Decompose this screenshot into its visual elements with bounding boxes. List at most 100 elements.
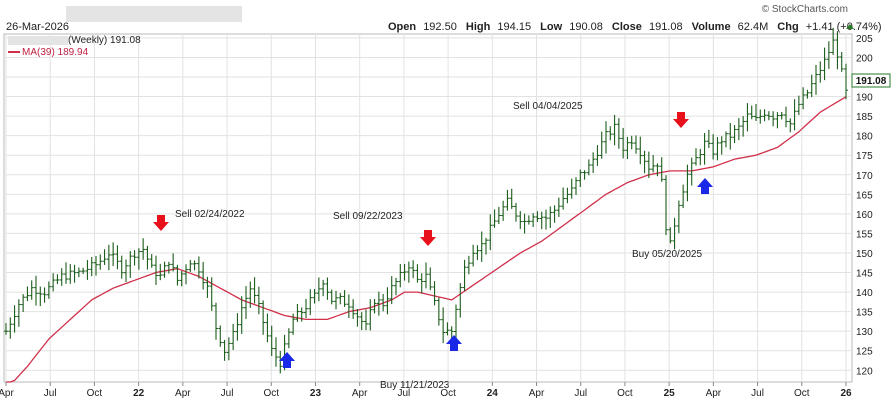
- ohlc-bar: [561, 187, 566, 210]
- ohlc-bar: [514, 202, 518, 222]
- annotation-buy-2023: Buy 11/21/2023: [380, 380, 450, 391]
- ohlc-bar: [792, 99, 797, 131]
- ohlc-bar: [462, 259, 467, 291]
- ohlc-bar: [569, 178, 574, 199]
- ohlc-bar: [81, 267, 86, 275]
- ohlc-bar: [119, 255, 124, 279]
- ohlc-bar: [809, 74, 814, 98]
- x-tick-label: Oct: [617, 388, 633, 399]
- ohlc-bar: [779, 111, 784, 120]
- x-tick-label: 25: [664, 388, 676, 399]
- x-tick-label: 23: [310, 388, 322, 399]
- ohlc-bar: [784, 106, 788, 128]
- ohlc-bar: [256, 286, 261, 315]
- ohlc-bar: [608, 126, 613, 141]
- ohlc-bar: [651, 154, 656, 173]
- ohlc-bar: [629, 135, 634, 150]
- ohlc-bar: [496, 206, 501, 225]
- ohlc-bar: [531, 213, 536, 227]
- ohlc-bar: [355, 309, 360, 327]
- ohlc-bar: [372, 298, 377, 314]
- y-tick-label: 135: [856, 308, 873, 319]
- y-tick-label: 185: [856, 112, 873, 123]
- ohlc-bar: [664, 175, 668, 236]
- ohlc-bar: [94, 255, 98, 276]
- ohlc-bar: [252, 277, 257, 304]
- x-tick-label: Jul: [397, 388, 410, 399]
- ohlc-bar: [222, 339, 227, 361]
- ohlc-bar: [736, 118, 741, 141]
- y-axis: 120 125 130 135 140 145 150 155 160 165 170 175 180 1…: [856, 34, 873, 377]
- ohlc-bar: [128, 251, 133, 278]
- ohlc-bar: [428, 267, 433, 291]
- x-tick-label: Oct: [263, 388, 279, 399]
- ohlc-bar: [201, 261, 206, 290]
- ohlc-bar: [676, 200, 681, 234]
- ohlc-bar: [625, 136, 630, 159]
- ohlc-bar: [179, 270, 184, 287]
- ohlc-bar: [814, 64, 818, 95]
- ohlc-bar: [591, 152, 596, 173]
- annotation-buy-2025: Buy 05/20/2025: [632, 249, 702, 260]
- ohlc-bar: [749, 105, 754, 120]
- y-tick-label: 130: [856, 327, 873, 338]
- ohlc-bar: [111, 242, 116, 267]
- buy-arrow-2022: [279, 352, 295, 368]
- y-tick-label: 140: [856, 288, 873, 299]
- ohlc-bar: [415, 264, 420, 283]
- ohlc-bar: [475, 245, 480, 261]
- ohlc-bar: [162, 261, 167, 278]
- ohlc-bar: [376, 291, 381, 316]
- ohlc-bar: [655, 163, 660, 177]
- ohlc-bar: [38, 286, 43, 307]
- ohlc-bar: [694, 148, 698, 166]
- ohlc-bar: [55, 274, 60, 284]
- ohlc-bar: [342, 290, 347, 307]
- ohlc-bar: [59, 268, 64, 286]
- ohlc-bar: [578, 169, 583, 188]
- ohlc-bar: [711, 134, 716, 160]
- ohlc-bar: [616, 118, 621, 149]
- y-tick-label: 120: [856, 366, 873, 377]
- ohlc-bar: [295, 303, 300, 322]
- x-tick-label: 24: [487, 388, 499, 399]
- ohlc-bar: [424, 262, 428, 289]
- ohlc-bar: [239, 296, 244, 334]
- ohlc-bar: [136, 248, 141, 270]
- ohlc-bar: [484, 237, 488, 255]
- y-tick-label: 125: [856, 347, 873, 358]
- ohlc-bar: [385, 287, 390, 315]
- ohlc-bar: [646, 151, 651, 178]
- ohlc-bar: [34, 275, 38, 306]
- signal-arrows: [153, 112, 713, 368]
- ohlc-bar: [724, 131, 728, 148]
- ohlc-bar: [51, 273, 56, 292]
- ohlc-bar: [76, 267, 81, 278]
- close-value: 191.08: [649, 21, 683, 33]
- y-tick-label: 155: [856, 229, 873, 240]
- ohlc-bar: [16, 299, 21, 327]
- open-label: Open: [388, 21, 416, 33]
- ohlc-bar: [248, 281, 253, 308]
- y-tick-label: 170: [856, 171, 873, 182]
- open-value: 192.50: [423, 21, 457, 33]
- ohlc-bar: [728, 122, 733, 150]
- ohlc-bar: [518, 211, 523, 229]
- ohlc-bar: [552, 205, 557, 223]
- ohlc-bar: [188, 259, 193, 272]
- ohlc-bar: [286, 328, 291, 349]
- ohlc-bar: [304, 298, 308, 319]
- ma-line: [6, 96, 847, 383]
- y-tick-label: 180: [856, 132, 873, 143]
- ohlc-bar: [565, 187, 570, 204]
- ohlc-bar: [244, 286, 248, 320]
- ohlc-bar: [72, 264, 77, 283]
- ohlc-bar: [334, 290, 338, 310]
- ohlc-bar: [796, 95, 801, 116]
- ohlc-bar: [175, 264, 180, 286]
- ohlc-bar: [509, 188, 514, 209]
- ohlc-bar: [466, 255, 471, 275]
- ohlc-bar: [171, 253, 176, 272]
- ohlc-bar: [316, 277, 321, 302]
